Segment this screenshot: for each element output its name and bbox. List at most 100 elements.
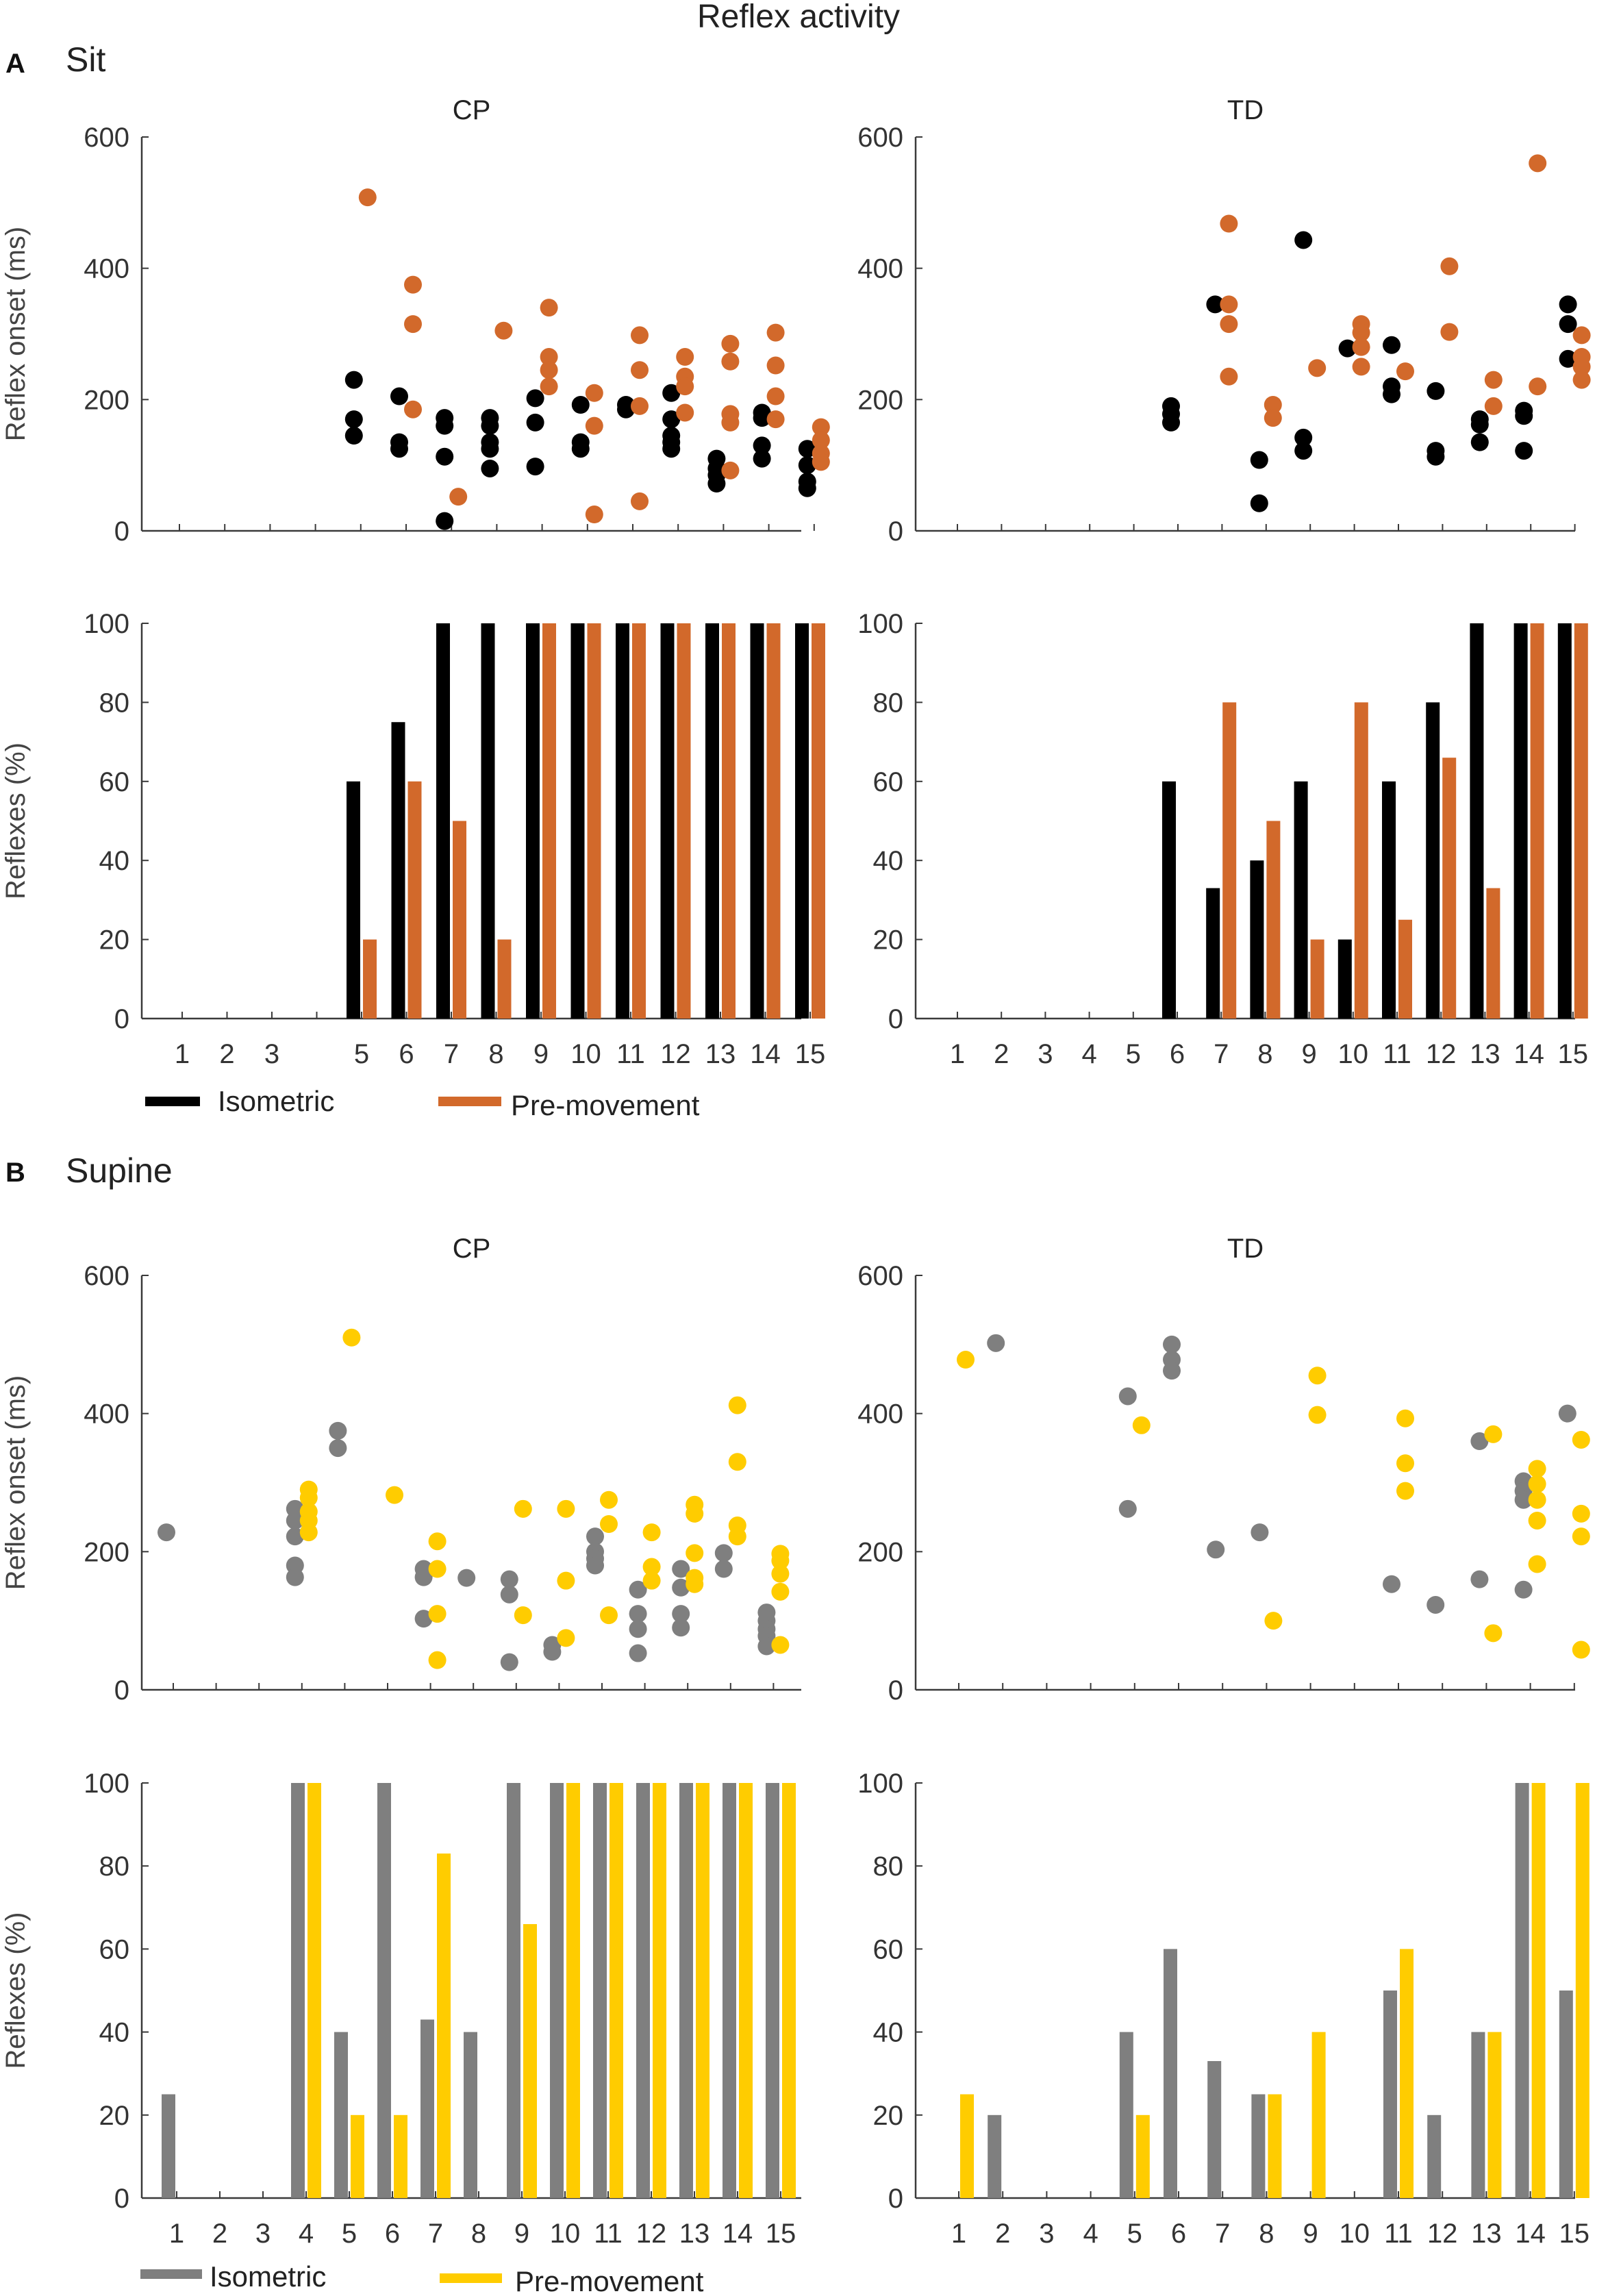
y-axis-label: Reflex onset (ms) xyxy=(1,227,31,441)
data-point-premovement xyxy=(1264,396,1282,414)
y-tick-label: 200 xyxy=(84,1537,129,1567)
data-point-isometric xyxy=(1207,1540,1225,1559)
data-point-premovement xyxy=(676,348,694,366)
bar-premovement xyxy=(587,623,601,1019)
data-point-premovement xyxy=(686,1544,704,1562)
x-tick-label: 13 xyxy=(705,1039,736,1069)
data-point-premovement xyxy=(1572,371,1591,389)
data-point-isometric xyxy=(1470,415,1489,434)
x-tick-label: 9 xyxy=(1301,1039,1316,1069)
data-point-premovement xyxy=(721,413,740,432)
data-point-premovement xyxy=(766,323,785,342)
bar-isometric xyxy=(1164,1949,1177,2198)
data-point-premovement xyxy=(1132,1416,1151,1434)
data-point-premovement xyxy=(585,416,603,435)
data-point-premovement xyxy=(728,1396,746,1414)
data-point-isometric xyxy=(344,371,363,389)
chart-sit-td-onset: 0 200 400 600 TD xyxy=(857,95,1591,547)
y-tick-label: 600 xyxy=(84,1261,129,1291)
data-point-premovement xyxy=(1528,1555,1546,1573)
data-point-premovement xyxy=(494,321,513,340)
x-tick-label: 15 xyxy=(1558,1039,1589,1069)
bar-isometric xyxy=(1470,623,1484,1019)
data-point-premovement xyxy=(404,275,422,294)
panel-title: CP xyxy=(453,1234,491,1264)
data-point-premovement xyxy=(404,315,422,334)
x-tick-label: 8 xyxy=(1257,1039,1272,1069)
data-point-premovement xyxy=(1440,323,1459,341)
y-tick-label: 600 xyxy=(857,1261,903,1291)
bar-isometric xyxy=(1382,781,1396,1019)
bar-premovement xyxy=(497,939,512,1019)
x-tick-label: 13 xyxy=(679,2219,710,2249)
data-point-premovement xyxy=(1484,1624,1503,1643)
data-point-isometric xyxy=(286,1511,304,1530)
x-tick-label: 7 xyxy=(444,1039,459,1069)
bar-premovement xyxy=(363,939,377,1019)
x-tick-label: 8 xyxy=(488,1039,503,1069)
bar-isometric xyxy=(1515,1783,1529,2198)
x-tick-label: 13 xyxy=(1471,2219,1502,2249)
x-tick-label: 8 xyxy=(1259,2219,1274,2249)
data-point-premovement xyxy=(771,1551,790,1570)
y-tick-label: 600 xyxy=(857,123,903,153)
data-point-premovement xyxy=(1528,1511,1546,1530)
data-point-premovement xyxy=(1396,362,1414,381)
bar-premovement xyxy=(766,623,781,1019)
y-tick-label: 40 xyxy=(873,2018,904,2048)
panel-title: TD xyxy=(1227,95,1264,125)
y-tick-label: 0 xyxy=(888,1004,903,1034)
y-tick-label: 0 xyxy=(114,2184,129,2214)
section-a-letter: A xyxy=(5,49,25,79)
bar-isometric xyxy=(507,1783,520,2198)
x-tick-label: 11 xyxy=(616,1039,645,1069)
x-tick-label: 9 xyxy=(514,2219,529,2249)
x-tick-label: 10 xyxy=(1338,1039,1369,1069)
data-point-premovement xyxy=(428,1605,447,1623)
data-point-isometric xyxy=(798,440,816,458)
data-point-isometric xyxy=(672,1578,690,1597)
data-point-isometric xyxy=(629,1644,647,1662)
bar-isometric xyxy=(1337,939,1352,1019)
y-tick-label: 200 xyxy=(84,385,129,415)
data-point-premovement xyxy=(428,1560,447,1578)
bar-isometric xyxy=(795,623,809,1019)
data-point-premovement xyxy=(676,403,694,422)
y-tick-label: 600 xyxy=(84,123,129,153)
data-point-isometric xyxy=(987,1334,1005,1352)
data-point-isometric xyxy=(344,427,363,445)
bar-isometric xyxy=(377,1783,391,2198)
data-point-premovement xyxy=(1528,1490,1546,1509)
y-tick-label: 200 xyxy=(857,1537,903,1567)
data-point-premovement xyxy=(540,299,558,317)
chart-sit-cp-onset: 0 200 400 600 CP Reflex onset (ms) xyxy=(1,95,830,547)
bar-isometric xyxy=(705,623,719,1019)
x-tick-label: 15 xyxy=(795,1039,826,1069)
y-tick-label: 20 xyxy=(873,925,904,956)
data-point-premovement xyxy=(686,1504,704,1523)
data-point-premovement xyxy=(342,1328,361,1347)
x-tick-label: 7 xyxy=(428,2219,443,2249)
data-point-isometric xyxy=(586,1527,604,1546)
data-point-premovement xyxy=(1308,359,1327,377)
bar-premovement xyxy=(632,623,646,1019)
data-point-isometric xyxy=(571,396,590,414)
x-tick-label: 5 xyxy=(1126,1039,1141,1069)
bar-isometric xyxy=(660,623,675,1019)
bar-premovement xyxy=(610,1783,623,2198)
data-point-premovement xyxy=(449,488,468,506)
data-point-premovement xyxy=(957,1351,975,1369)
data-point-isometric xyxy=(1250,494,1268,512)
data-point-isometric xyxy=(543,1643,562,1661)
data-point-isometric xyxy=(1383,1575,1400,1593)
data-point-isometric xyxy=(1470,1570,1489,1588)
x-tick-label: 5 xyxy=(354,1039,369,1069)
bar-premovement xyxy=(307,1783,321,2198)
y-tick-label: 80 xyxy=(873,1851,904,1882)
bar-premovement xyxy=(812,623,825,1019)
x-tick-label: 3 xyxy=(1039,2219,1054,2249)
x-tick-label: 9 xyxy=(1303,2219,1318,2249)
